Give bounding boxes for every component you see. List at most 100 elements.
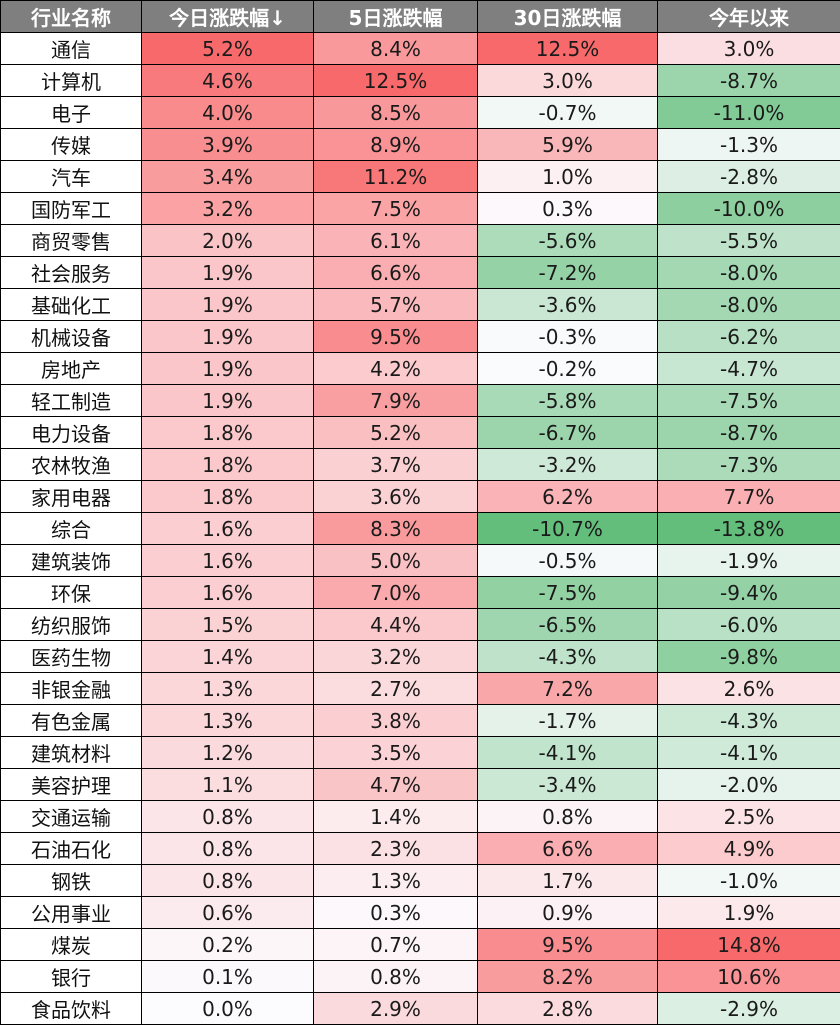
5day-change-cell: 8.5% bbox=[313, 96, 478, 129]
table-row[interactable]: 综合 1.6% 8.3% -10.7% -13.8% bbox=[0, 512, 840, 545]
industry-name-cell: 通信 bbox=[0, 32, 142, 65]
table-row[interactable]: 传媒 3.9% 8.9% 5.9% -1.3% bbox=[0, 128, 840, 161]
30day-change-cell: 3.0% bbox=[477, 64, 658, 97]
table-row[interactable]: 国防军工 3.2% 7.5% 0.3% -10.0% bbox=[0, 192, 840, 225]
5day-change-cell: 7.5% bbox=[313, 192, 478, 225]
industry-name-cell: 商贸零售 bbox=[0, 224, 142, 257]
industry-name-cell: 基础化工 bbox=[0, 288, 142, 321]
today-change-cell: 1.3% bbox=[141, 704, 314, 737]
table-row[interactable]: 食品饮料 0.0% 2.9% 2.8% -2.9% bbox=[0, 992, 840, 1025]
table-row[interactable]: 非银金融 1.3% 2.7% 7.2% 2.6% bbox=[0, 672, 840, 705]
today-change-cell: 0.8% bbox=[141, 864, 314, 897]
header-today-change[interactable]: 今日涨跌幅↓ bbox=[141, 0, 314, 33]
today-change-cell: 1.2% bbox=[141, 736, 314, 769]
today-change-cell: 1.6% bbox=[141, 512, 314, 545]
table-header: 行业名称 今日涨跌幅↓ 5日涨跌幅 30日涨跌幅 今年以来 bbox=[0, 0, 840, 33]
table-row[interactable]: 基础化工 1.9% 5.7% -3.6% -8.0% bbox=[0, 288, 840, 321]
industry-name-cell: 交通运输 bbox=[0, 800, 142, 833]
5day-change-cell: 1.4% bbox=[313, 800, 478, 833]
industry-name-cell: 建筑装饰 bbox=[0, 544, 142, 577]
table-row[interactable]: 银行 0.1% 0.8% 8.2% 10.6% bbox=[0, 960, 840, 993]
5day-change-cell: 6.1% bbox=[313, 224, 478, 257]
header-ytd-change[interactable]: 今年以来 bbox=[657, 0, 840, 33]
ytd-change-cell: 7.7% bbox=[657, 480, 840, 513]
header-industry-name[interactable]: 行业名称 bbox=[0, 0, 142, 33]
table-row[interactable]: 农林牧渔 1.8% 3.7% -3.2% -7.3% bbox=[0, 448, 840, 481]
today-change-cell: 0.8% bbox=[141, 832, 314, 865]
industry-name-cell: 公用事业 bbox=[0, 896, 142, 929]
5day-change-cell: 5.2% bbox=[313, 416, 478, 449]
table-row[interactable]: 汽车 3.4% 11.2% 1.0% -2.8% bbox=[0, 160, 840, 193]
ytd-change-cell: -4.1% bbox=[657, 736, 840, 769]
industry-name-cell: 有色金属 bbox=[0, 704, 142, 737]
today-change-cell: 1.6% bbox=[141, 576, 314, 609]
5day-change-cell: 0.3% bbox=[313, 896, 478, 929]
table-body: 通信 5.2% 8.4% 12.5% 3.0% 计算机 4.6% 12.5% 3.0% -8.7%… bbox=[0, 32, 840, 1025]
ytd-change-cell: -2.8% bbox=[657, 160, 840, 193]
ytd-change-cell: 4.9% bbox=[657, 832, 840, 865]
today-change-cell: 3.2% bbox=[141, 192, 314, 225]
table-row[interactable]: 电力设备 1.8% 5.2% -6.7% -8.7% bbox=[0, 416, 840, 449]
table-row[interactable]: 医药生物 1.4% 3.2% -4.3% -9.8% bbox=[0, 640, 840, 673]
30day-change-cell: 1.0% bbox=[477, 160, 658, 193]
table-row[interactable]: 建筑材料 1.2% 3.5% -4.1% -4.1% bbox=[0, 736, 840, 769]
industry-name-cell: 环保 bbox=[0, 576, 142, 609]
table-row[interactable]: 建筑装饰 1.6% 5.0% -0.5% -1.9% bbox=[0, 544, 840, 577]
table-row[interactable]: 美容护理 1.1% 4.7% -3.4% -2.0% bbox=[0, 768, 840, 801]
industry-name-cell: 机械设备 bbox=[0, 320, 142, 353]
table-row[interactable]: 房地产 1.9% 4.2% -0.2% -4.7% bbox=[0, 352, 840, 385]
table-row[interactable]: 家用电器 1.8% 3.6% 6.2% 7.7% bbox=[0, 480, 840, 513]
30day-change-cell: 5.9% bbox=[477, 128, 658, 161]
30day-change-cell: -4.3% bbox=[477, 640, 658, 673]
industry-name-cell: 房地产 bbox=[0, 352, 142, 385]
table-row[interactable]: 轻工制造 1.9% 7.9% -5.8% -7.5% bbox=[0, 384, 840, 417]
ytd-change-cell: 10.6% bbox=[657, 960, 840, 993]
table-row[interactable]: 纺织服饰 1.5% 4.4% -6.5% -6.0% bbox=[0, 608, 840, 641]
table-row[interactable]: 通信 5.2% 8.4% 12.5% 3.0% bbox=[0, 32, 840, 65]
5day-change-cell: 9.5% bbox=[313, 320, 478, 353]
table-row[interactable]: 钢铁 0.8% 1.3% 1.7% -1.0% bbox=[0, 864, 840, 897]
today-change-cell: 1.1% bbox=[141, 768, 314, 801]
table-row[interactable]: 有色金属 1.3% 3.8% -1.7% -4.3% bbox=[0, 704, 840, 737]
industry-name-cell: 医药生物 bbox=[0, 640, 142, 673]
5day-change-cell: 12.5% bbox=[313, 64, 478, 97]
table-row[interactable]: 电子 4.0% 8.5% -0.7% -11.0% bbox=[0, 96, 840, 129]
5day-change-cell: 5.0% bbox=[313, 544, 478, 577]
ytd-change-cell: -1.0% bbox=[657, 864, 840, 897]
table-row[interactable]: 计算机 4.6% 12.5% 3.0% -8.7% bbox=[0, 64, 840, 97]
industry-name-cell: 纺织服饰 bbox=[0, 608, 142, 641]
industry-name-cell: 钢铁 bbox=[0, 864, 142, 897]
industry-name-cell: 农林牧渔 bbox=[0, 448, 142, 481]
table-row[interactable]: 机械设备 1.9% 9.5% -0.3% -6.2% bbox=[0, 320, 840, 353]
ytd-change-cell: -8.7% bbox=[657, 64, 840, 97]
table-row[interactable]: 煤炭 0.2% 0.7% 9.5% 14.8% bbox=[0, 928, 840, 961]
header-30day-change[interactable]: 30日涨跌幅 bbox=[477, 0, 658, 33]
5day-change-cell: 3.7% bbox=[313, 448, 478, 481]
today-change-cell: 0.0% bbox=[141, 992, 314, 1025]
table-row[interactable]: 社会服务 1.9% 6.6% -7.2% -8.0% bbox=[0, 256, 840, 289]
5day-change-cell: 7.0% bbox=[313, 576, 478, 609]
5day-change-cell: 1.3% bbox=[313, 864, 478, 897]
5day-change-cell: 2.9% bbox=[313, 992, 478, 1025]
30day-change-cell: -3.2% bbox=[477, 448, 658, 481]
today-change-cell: 3.4% bbox=[141, 160, 314, 193]
table-row[interactable]: 商贸零售 2.0% 6.1% -5.6% -5.5% bbox=[0, 224, 840, 257]
industry-name-cell: 煤炭 bbox=[0, 928, 142, 961]
industry-name-cell: 传媒 bbox=[0, 128, 142, 161]
today-change-cell: 1.6% bbox=[141, 544, 314, 577]
table-row[interactable]: 环保 1.6% 7.0% -7.5% -9.4% bbox=[0, 576, 840, 609]
header-5day-change[interactable]: 5日涨跌幅 bbox=[313, 0, 478, 33]
table-row[interactable]: 石油石化 0.8% 2.3% 6.6% 4.9% bbox=[0, 832, 840, 865]
5day-change-cell: 8.4% bbox=[313, 32, 478, 65]
today-change-cell: 1.3% bbox=[141, 672, 314, 705]
30day-change-cell: -5.8% bbox=[477, 384, 658, 417]
table-row[interactable]: 公用事业 0.6% 0.3% 0.9% 1.9% bbox=[0, 896, 840, 929]
industry-name-cell: 汽车 bbox=[0, 160, 142, 193]
table-row[interactable]: 交通运输 0.8% 1.4% 0.8% 2.5% bbox=[0, 800, 840, 833]
30day-change-cell: 0.3% bbox=[477, 192, 658, 225]
ytd-change-cell: -10.0% bbox=[657, 192, 840, 225]
5day-change-cell: 2.7% bbox=[313, 672, 478, 705]
today-change-cell: 1.8% bbox=[141, 416, 314, 449]
5day-change-cell: 0.7% bbox=[313, 928, 478, 961]
